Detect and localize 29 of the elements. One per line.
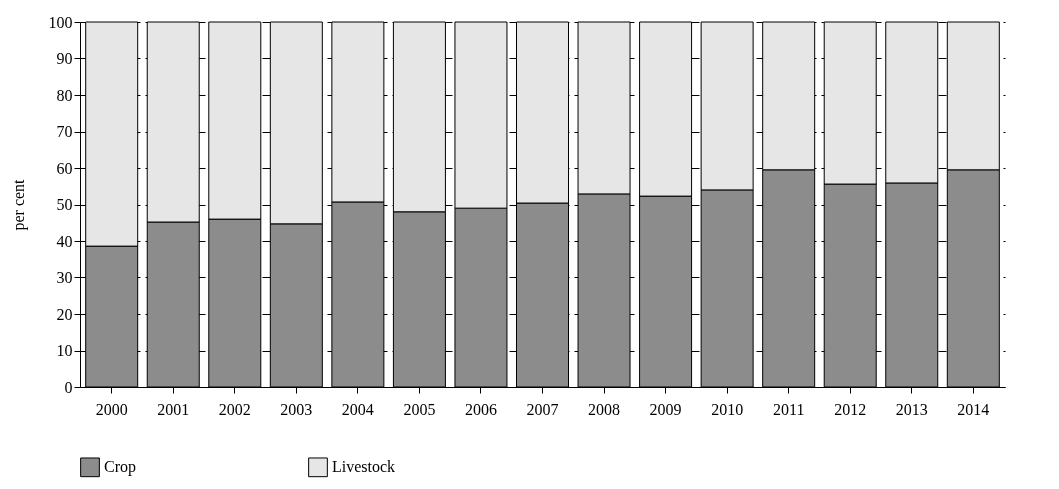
x-tick-label: 2002	[218, 400, 251, 418]
x-tick-label: 2001	[157, 400, 190, 418]
x-tick-label: 2003	[280, 400, 313, 418]
y-tick-label: 80	[56, 86, 73, 104]
x-tick-label: 2014	[957, 400, 990, 418]
y-tick-label: 60	[56, 159, 73, 177]
x-tick-label: 2012	[834, 400, 867, 418]
x-tick-label: 2011	[772, 400, 805, 418]
x-tick-label: 2004	[341, 400, 374, 418]
x-tick-label: 2006	[464, 400, 497, 418]
x-tick-label: 2005	[403, 400, 436, 418]
y-tick-label: 30	[56, 269, 73, 286]
y-tick-label: 20	[56, 305, 73, 323]
y-tick-label: 100	[48, 13, 73, 31]
x-tick-label: 2010	[711, 400, 744, 418]
x-tick-label: 2000	[95, 400, 128, 418]
y-tick-label: 70	[56, 123, 73, 140]
y-tick-label: 0	[64, 378, 73, 396]
legend-label: Livestock	[332, 458, 396, 476]
y-axis-title: per cent	[9, 178, 28, 231]
x-tick-label: 2007	[526, 400, 559, 418]
y-tick-label: 10	[56, 342, 73, 359]
y-tick-label: 50	[56, 196, 73, 213]
legend-label: Crop	[104, 458, 136, 477]
y-tick-label: 40	[56, 232, 73, 250]
x-tick-label: 2009	[649, 400, 682, 418]
x-tick-label: 2013	[895, 400, 928, 418]
y-tick-label: 90	[56, 50, 73, 67]
x-tick-label: 2008	[588, 400, 621, 418]
